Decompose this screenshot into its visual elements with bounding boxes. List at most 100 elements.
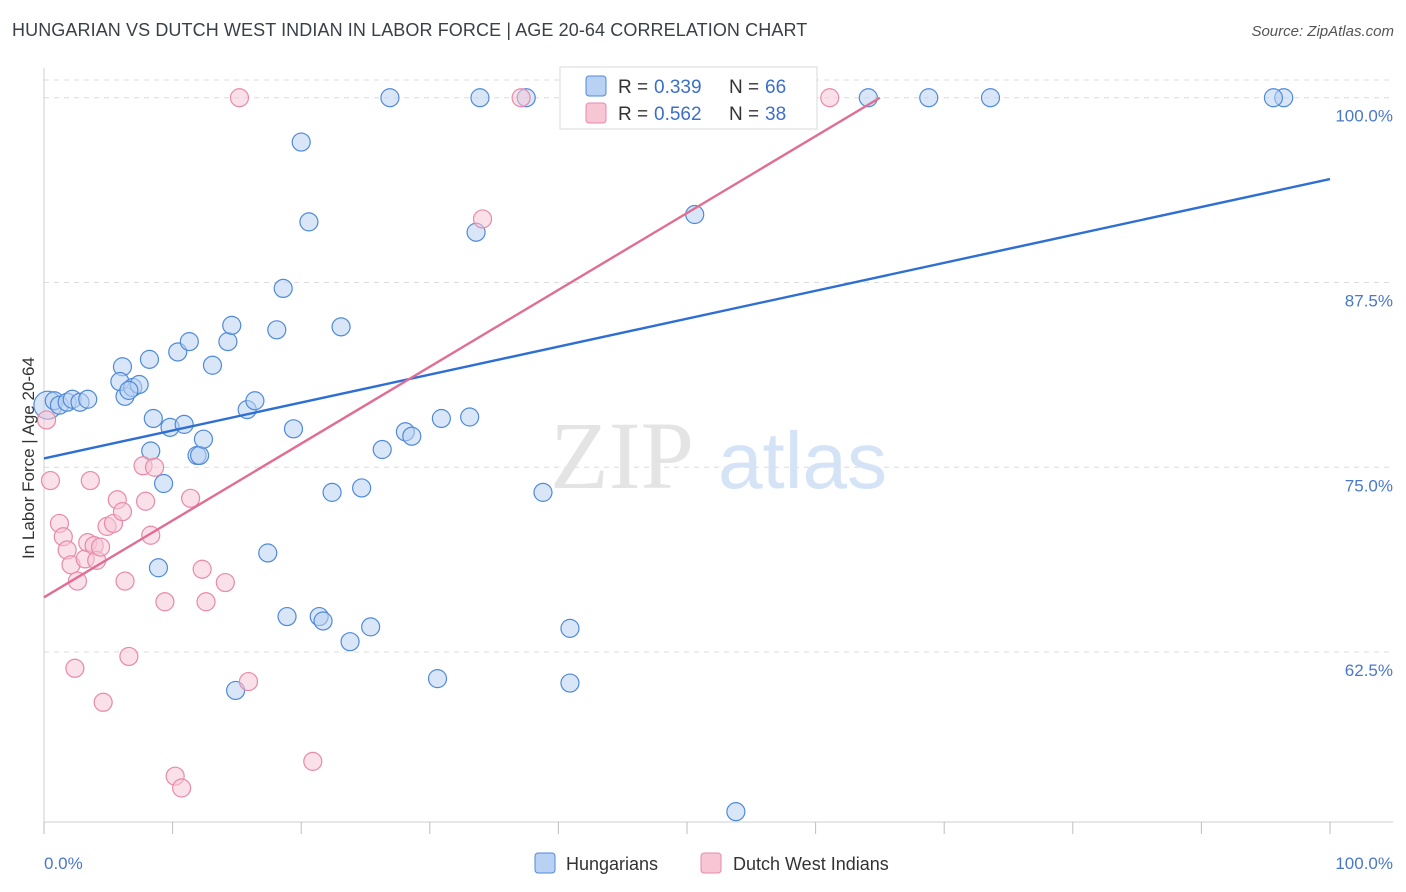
point-dutch-west-indians-29 xyxy=(192,559,212,579)
legend-swatch-hungarians xyxy=(585,75,607,97)
point-hungarians-31 xyxy=(258,543,278,563)
point-hungarians-37 xyxy=(299,212,319,232)
watermark-zip: ZIP xyxy=(550,402,694,509)
point-hungarians-34 xyxy=(277,606,297,627)
point-dutch-west-indians-32 xyxy=(229,88,250,108)
point-hungarians-27 xyxy=(222,315,242,335)
point-hungarians-12 xyxy=(139,349,160,369)
series-hungarians-points xyxy=(33,88,1294,822)
point-dutch-west-indians-14 xyxy=(93,692,113,712)
y-tick-label-2: 75.0% xyxy=(1345,476,1393,495)
stats-legend: R = 0.339 N = 66 R = 0.562 N = 38 xyxy=(559,66,818,130)
point-hungarians-13 xyxy=(119,380,139,400)
legend-n-value-hungarians: 66 xyxy=(765,77,786,98)
series-dutch-west-indians-points xyxy=(36,88,840,798)
y-axis-title: In Labor Force | Age 20-64 xyxy=(19,357,38,559)
grid-lines xyxy=(44,79,1393,653)
point-hungarians-53 xyxy=(470,88,490,108)
trend-line-dutch-west-indians xyxy=(43,96,881,599)
point-hungarians-63 xyxy=(980,88,1001,108)
point-dutch-west-indians-7 xyxy=(67,571,88,591)
point-hungarians-36 xyxy=(291,132,311,152)
point-dutch-west-indians-33 xyxy=(238,671,259,692)
axes xyxy=(43,68,1393,834)
point-dutch-west-indians-1 xyxy=(40,470,61,491)
point-hungarians-49 xyxy=(427,669,448,689)
source-label: Source: ZipAtlas.com xyxy=(1251,23,1394,40)
watermark-atlas: atlas xyxy=(718,416,887,505)
point-hungarians-26 xyxy=(218,332,238,352)
point-hungarians-40 xyxy=(322,482,342,502)
point-dutch-west-indians-28 xyxy=(181,488,201,508)
point-hungarians-23 xyxy=(190,445,210,466)
point-hungarians-24 xyxy=(193,429,214,449)
point-dutch-west-indians-10 xyxy=(80,470,100,491)
point-dutch-west-indians-30 xyxy=(196,592,216,612)
point-hungarians-45 xyxy=(372,439,392,460)
point-hungarians-65 xyxy=(1263,88,1284,108)
x-tick-labels: 0.0% 100.0% xyxy=(44,854,1393,873)
point-dutch-west-indians-35 xyxy=(472,209,493,229)
point-dutch-west-indians-19 xyxy=(115,571,135,591)
point-hungarians-44 xyxy=(361,617,381,637)
point-hungarians-30 xyxy=(245,391,265,411)
point-hungarians-6 xyxy=(78,389,98,409)
point-hungarians-43 xyxy=(352,478,372,498)
point-hungarians-20 xyxy=(174,414,194,434)
point-hungarians-48 xyxy=(402,426,422,446)
point-dutch-west-indians-34 xyxy=(303,751,323,771)
point-dutch-west-indians-20 xyxy=(119,646,139,667)
trend-lines xyxy=(43,96,1331,599)
point-dutch-west-indians-31 xyxy=(215,572,235,593)
point-hungarians-21 xyxy=(179,332,199,352)
point-hungarians-56 xyxy=(560,618,580,638)
point-dutch-west-indians-37 xyxy=(820,88,840,108)
series-legend: Hungarians Dutch West Indians xyxy=(534,852,889,874)
legend-n-value-dutch-west-indians: 38 xyxy=(765,104,786,125)
point-dutch-west-indians-24 xyxy=(144,457,165,477)
point-dutch-west-indians-18 xyxy=(112,502,133,522)
point-hungarians-15 xyxy=(143,408,163,429)
bottom-legend-swatch-dutch-west-indians xyxy=(700,852,722,874)
point-dutch-west-indians-0 xyxy=(36,410,57,430)
bottom-legend-swatch-hungarians xyxy=(534,852,556,874)
point-hungarians-59 xyxy=(726,802,746,822)
point-hungarians-16 xyxy=(148,558,169,578)
point-dutch-west-indians-27 xyxy=(172,778,192,798)
point-hungarians-51 xyxy=(460,407,480,427)
legend-r-label-dutch-west-indians: R = xyxy=(618,104,648,125)
point-hungarians-42 xyxy=(340,632,360,652)
x-tick-label-left: 0.0% xyxy=(44,854,83,873)
point-dutch-west-indians-22 xyxy=(135,491,156,511)
legend-r-value-hungarians: 0.339 xyxy=(654,77,702,98)
point-hungarians-32 xyxy=(267,320,287,340)
bottom-legend-label-dutch-west-indians: Dutch West Indians xyxy=(733,854,889,874)
legend-r-value-dutch-west-indians: 0.562 xyxy=(654,104,702,125)
point-hungarians-25 xyxy=(202,355,223,375)
y-tick-label-1: 87.5% xyxy=(1345,291,1393,310)
watermark: ZIP atlas xyxy=(550,402,887,509)
bottom-legend-label-hungarians: Hungarians xyxy=(566,854,658,874)
point-dutch-west-indians-13 xyxy=(90,537,111,557)
point-hungarians-33 xyxy=(273,278,293,299)
x-tick-label-right: 100.0% xyxy=(1335,854,1393,873)
point-hungarians-46 xyxy=(380,88,400,108)
point-hungarians-55 xyxy=(533,482,553,502)
point-hungarians-57 xyxy=(560,673,580,693)
point-dutch-west-indians-25 xyxy=(155,592,175,612)
point-hungarians-35 xyxy=(283,419,304,439)
point-dutch-west-indians-36 xyxy=(511,88,531,108)
y-tick-label-0: 100.0% xyxy=(1335,107,1393,126)
legend-r-label-hungarians: R = xyxy=(618,77,648,98)
trend-line-hungarians xyxy=(43,177,1331,460)
point-hungarians-50 xyxy=(431,408,451,429)
point-hungarians-41 xyxy=(331,317,351,337)
y-tick-label-3: 62.5% xyxy=(1345,661,1393,680)
legend-n-label-dutch-west-indians: N = xyxy=(729,104,759,125)
chart-title: HUNGARIAN VS DUTCH WEST INDIAN IN LABOR … xyxy=(12,20,808,40)
legend-n-label-hungarians: N = xyxy=(729,77,759,98)
point-dutch-west-indians-6 xyxy=(65,658,85,678)
legend-swatch-dutch-west-indians xyxy=(585,102,607,124)
y-tick-labels: 100.0% 87.5% 75.0% 62.5% xyxy=(1335,107,1393,680)
